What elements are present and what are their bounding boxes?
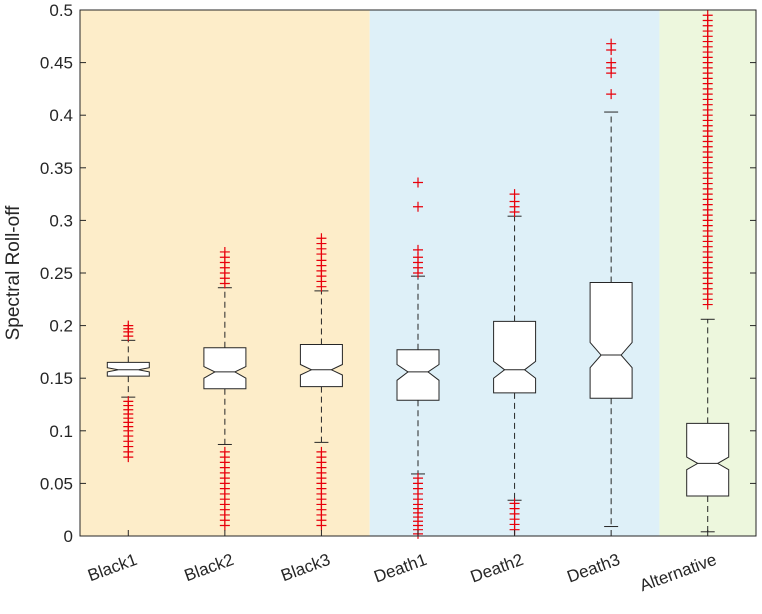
x-axis-tick-labels: Black1 Black2 Black3 Death1 Death2 Death3 Alte… bbox=[85, 530, 719, 595]
x-tick-label: Black2 bbox=[182, 550, 236, 585]
outlier-marker bbox=[316, 446, 327, 457]
box-body bbox=[106, 361, 150, 377]
x-tick-label: Death2 bbox=[468, 550, 526, 587]
y-tick-label: 0.05 bbox=[40, 474, 73, 493]
box-alternative bbox=[686, 10, 730, 533]
x-tick-label: Black3 bbox=[278, 550, 332, 585]
box-body bbox=[589, 282, 633, 399]
outlier-marker bbox=[413, 201, 423, 212]
box-black2 bbox=[203, 246, 247, 531]
box-death2 bbox=[493, 189, 537, 535]
y-tick-label: 0.15 bbox=[40, 369, 73, 388]
box-body bbox=[396, 349, 440, 401]
box-death3 bbox=[589, 38, 633, 528]
box-body bbox=[203, 347, 247, 390]
x-tick-label: Death1 bbox=[371, 550, 429, 587]
box-body bbox=[493, 320, 537, 394]
y-axis: 0 0.05 0.1 0.15 0.2 0.25 0.3 0.35 0.4 0.45 0.5 bbox=[40, 1, 756, 546]
y-tick-label: 0 bbox=[64, 527, 73, 546]
box-body bbox=[686, 422, 730, 497]
x-tick-label: Alternative bbox=[637, 550, 719, 595]
box-black3 bbox=[299, 233, 343, 531]
y-tick-label: 0.1 bbox=[49, 422, 73, 441]
outlier-marker bbox=[413, 244, 423, 255]
y-tick-label: 0.25 bbox=[40, 264, 73, 283]
y-tick-label: 0.3 bbox=[49, 211, 73, 230]
y-tick-label: 0.35 bbox=[40, 159, 73, 178]
outlier-marker bbox=[606, 38, 617, 49]
y-tick-label: 0.2 bbox=[49, 317, 73, 336]
box-body bbox=[299, 344, 343, 388]
box-death1 bbox=[396, 177, 440, 539]
outlier-marker bbox=[123, 396, 134, 407]
outlier-marker bbox=[606, 89, 617, 100]
outlier-marker bbox=[509, 498, 520, 509]
boxes-layer bbox=[106, 10, 730, 539]
outlier-marker bbox=[413, 473, 423, 484]
y-axis-label: Spectral Roll-off bbox=[3, 205, 24, 341]
outlier-marker bbox=[702, 10, 713, 21]
y-tick-label: 0.45 bbox=[40, 54, 73, 73]
outlier-marker bbox=[316, 233, 327, 244]
outlier-marker bbox=[123, 320, 134, 331]
outlier-marker bbox=[606, 57, 617, 68]
outlier-marker bbox=[413, 177, 423, 188]
outlier-marker bbox=[219, 246, 230, 257]
outlier-marker bbox=[219, 446, 230, 457]
x-tick-label: Black1 bbox=[85, 550, 139, 585]
x-tick-label: Death3 bbox=[564, 550, 622, 587]
y-tick-label: 0.5 bbox=[49, 1, 73, 20]
y-tick-label: 0.4 bbox=[49, 106, 73, 125]
outlier-marker bbox=[509, 189, 520, 200]
box-black1 bbox=[106, 320, 150, 463]
